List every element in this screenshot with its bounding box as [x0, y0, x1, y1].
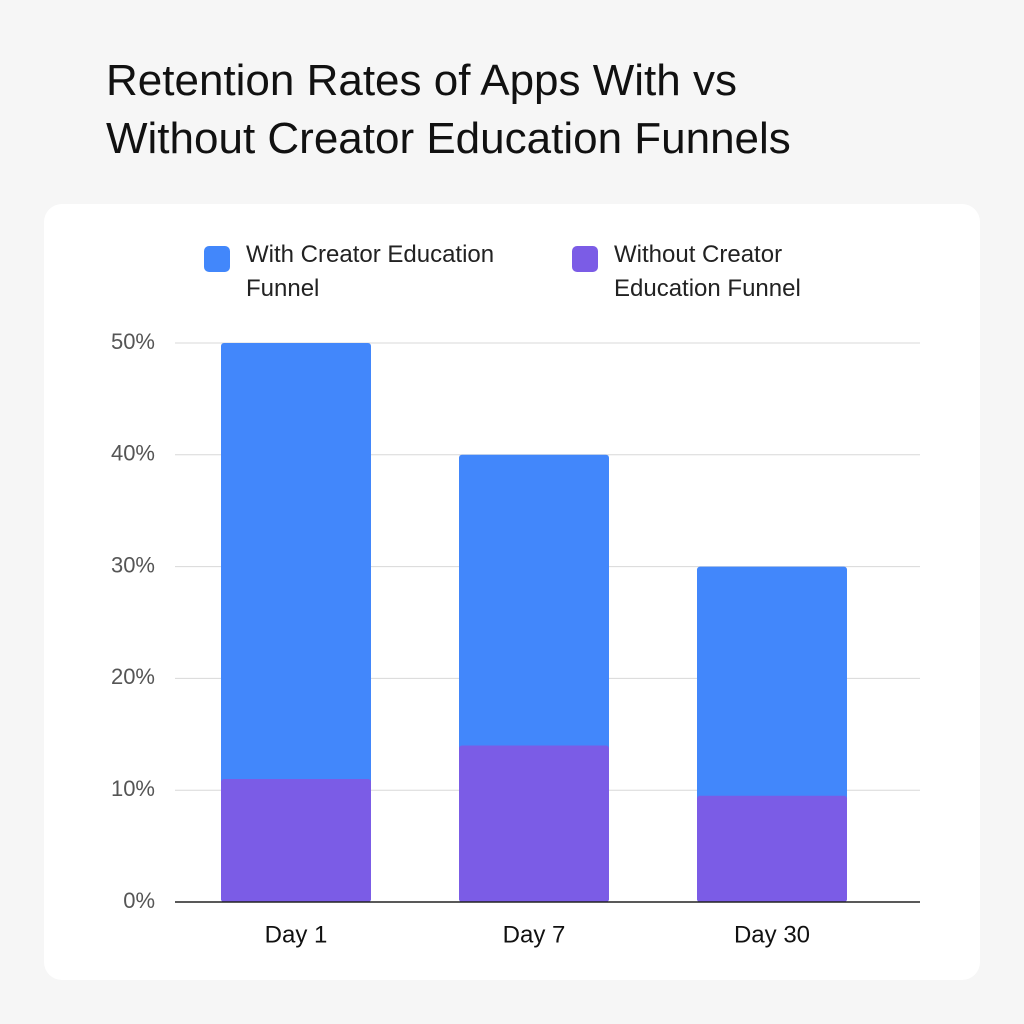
y-tick-label: 30% [111, 552, 155, 577]
legend-item: With Creator Education Funnel [204, 238, 536, 306]
bar [221, 779, 371, 902]
y-tick-label: 10% [111, 776, 155, 801]
x-tick-label: Day 30 [734, 921, 810, 948]
bar [459, 745, 609, 902]
y-tick-label: 20% [111, 664, 155, 689]
y-tick-label: 50% [111, 329, 155, 354]
x-tick-label: Day 1 [265, 921, 328, 948]
legend-item: Without Creator Education Funnel [572, 238, 844, 306]
y-tick-label: 40% [111, 441, 155, 466]
y-tick-label: 0% [123, 888, 155, 913]
legend-label: Without Creator Education Funnel [614, 241, 801, 302]
legend-label: With Creator Education Funnel [246, 241, 495, 302]
x-tick-label: Day 7 [503, 921, 566, 948]
legend-swatch [572, 246, 598, 272]
bar [697, 795, 847, 902]
legend-swatch [204, 246, 230, 272]
chart-title: Retention Rates of Apps With vs Without … [106, 56, 791, 163]
bar [221, 343, 371, 902]
